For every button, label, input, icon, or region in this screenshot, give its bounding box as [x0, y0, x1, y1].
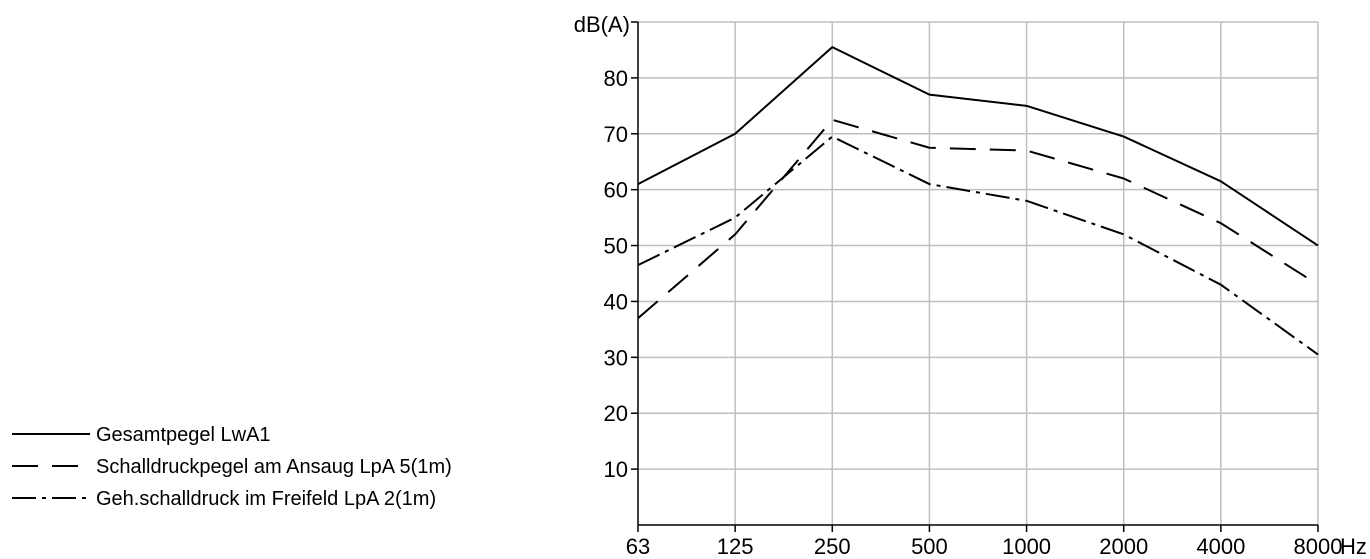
grid — [638, 21, 1319, 525]
x-tick-label: 1000 — [1002, 534, 1051, 559]
y-tick-label: 50 — [604, 234, 628, 259]
legend-label-1: Gesamtpegel LwA1 — [96, 424, 271, 446]
x-tick-label: 250 — [814, 534, 851, 559]
x-tick-label: 2000 — [1099, 534, 1148, 559]
y-axis-label: dB(A) — [574, 12, 630, 37]
y-tick-label: 30 — [604, 345, 628, 370]
y-tick-label: 80 — [604, 66, 628, 91]
y-tick-label: 70 — [604, 122, 628, 147]
x-tick-label: 500 — [911, 534, 948, 559]
y-tick-label: 10 — [604, 457, 628, 482]
x-axis-unit: Hz — [1340, 534, 1367, 559]
series-line-3 — [637, 135, 1319, 356]
x-tick-label: 125 — [717, 534, 754, 559]
legend-label-3: Geh.schalldruck im Freifeld LpA 2(1m) — [96, 488, 436, 510]
y-tick-labels: 10 20 30 40 50 60 70 80 — [604, 66, 628, 482]
x-tick-label: 8000 — [1294, 534, 1343, 559]
series-lines — [637, 46, 1319, 356]
axes — [631, 21, 1319, 532]
y-tick-label: 60 — [604, 178, 628, 203]
y-tick-label: 20 — [604, 401, 628, 426]
legend-label-2: Schalldruckpegel am Ansaug LpA 5(1m) — [96, 456, 452, 478]
x-tick-label: 63 — [626, 534, 650, 559]
x-tick-labels: 63 125 250 500 1000 2000 4000 8000 — [626, 534, 1343, 559]
legend: Gesamtpegel LwA1 Schalldruckpegel am Ansa… — [12, 424, 452, 510]
series-line-1 — [637, 46, 1319, 247]
x-tick-label: 4000 — [1196, 534, 1245, 559]
series-line-2 — [637, 118, 1319, 319]
y-tick-label: 40 — [604, 289, 628, 314]
